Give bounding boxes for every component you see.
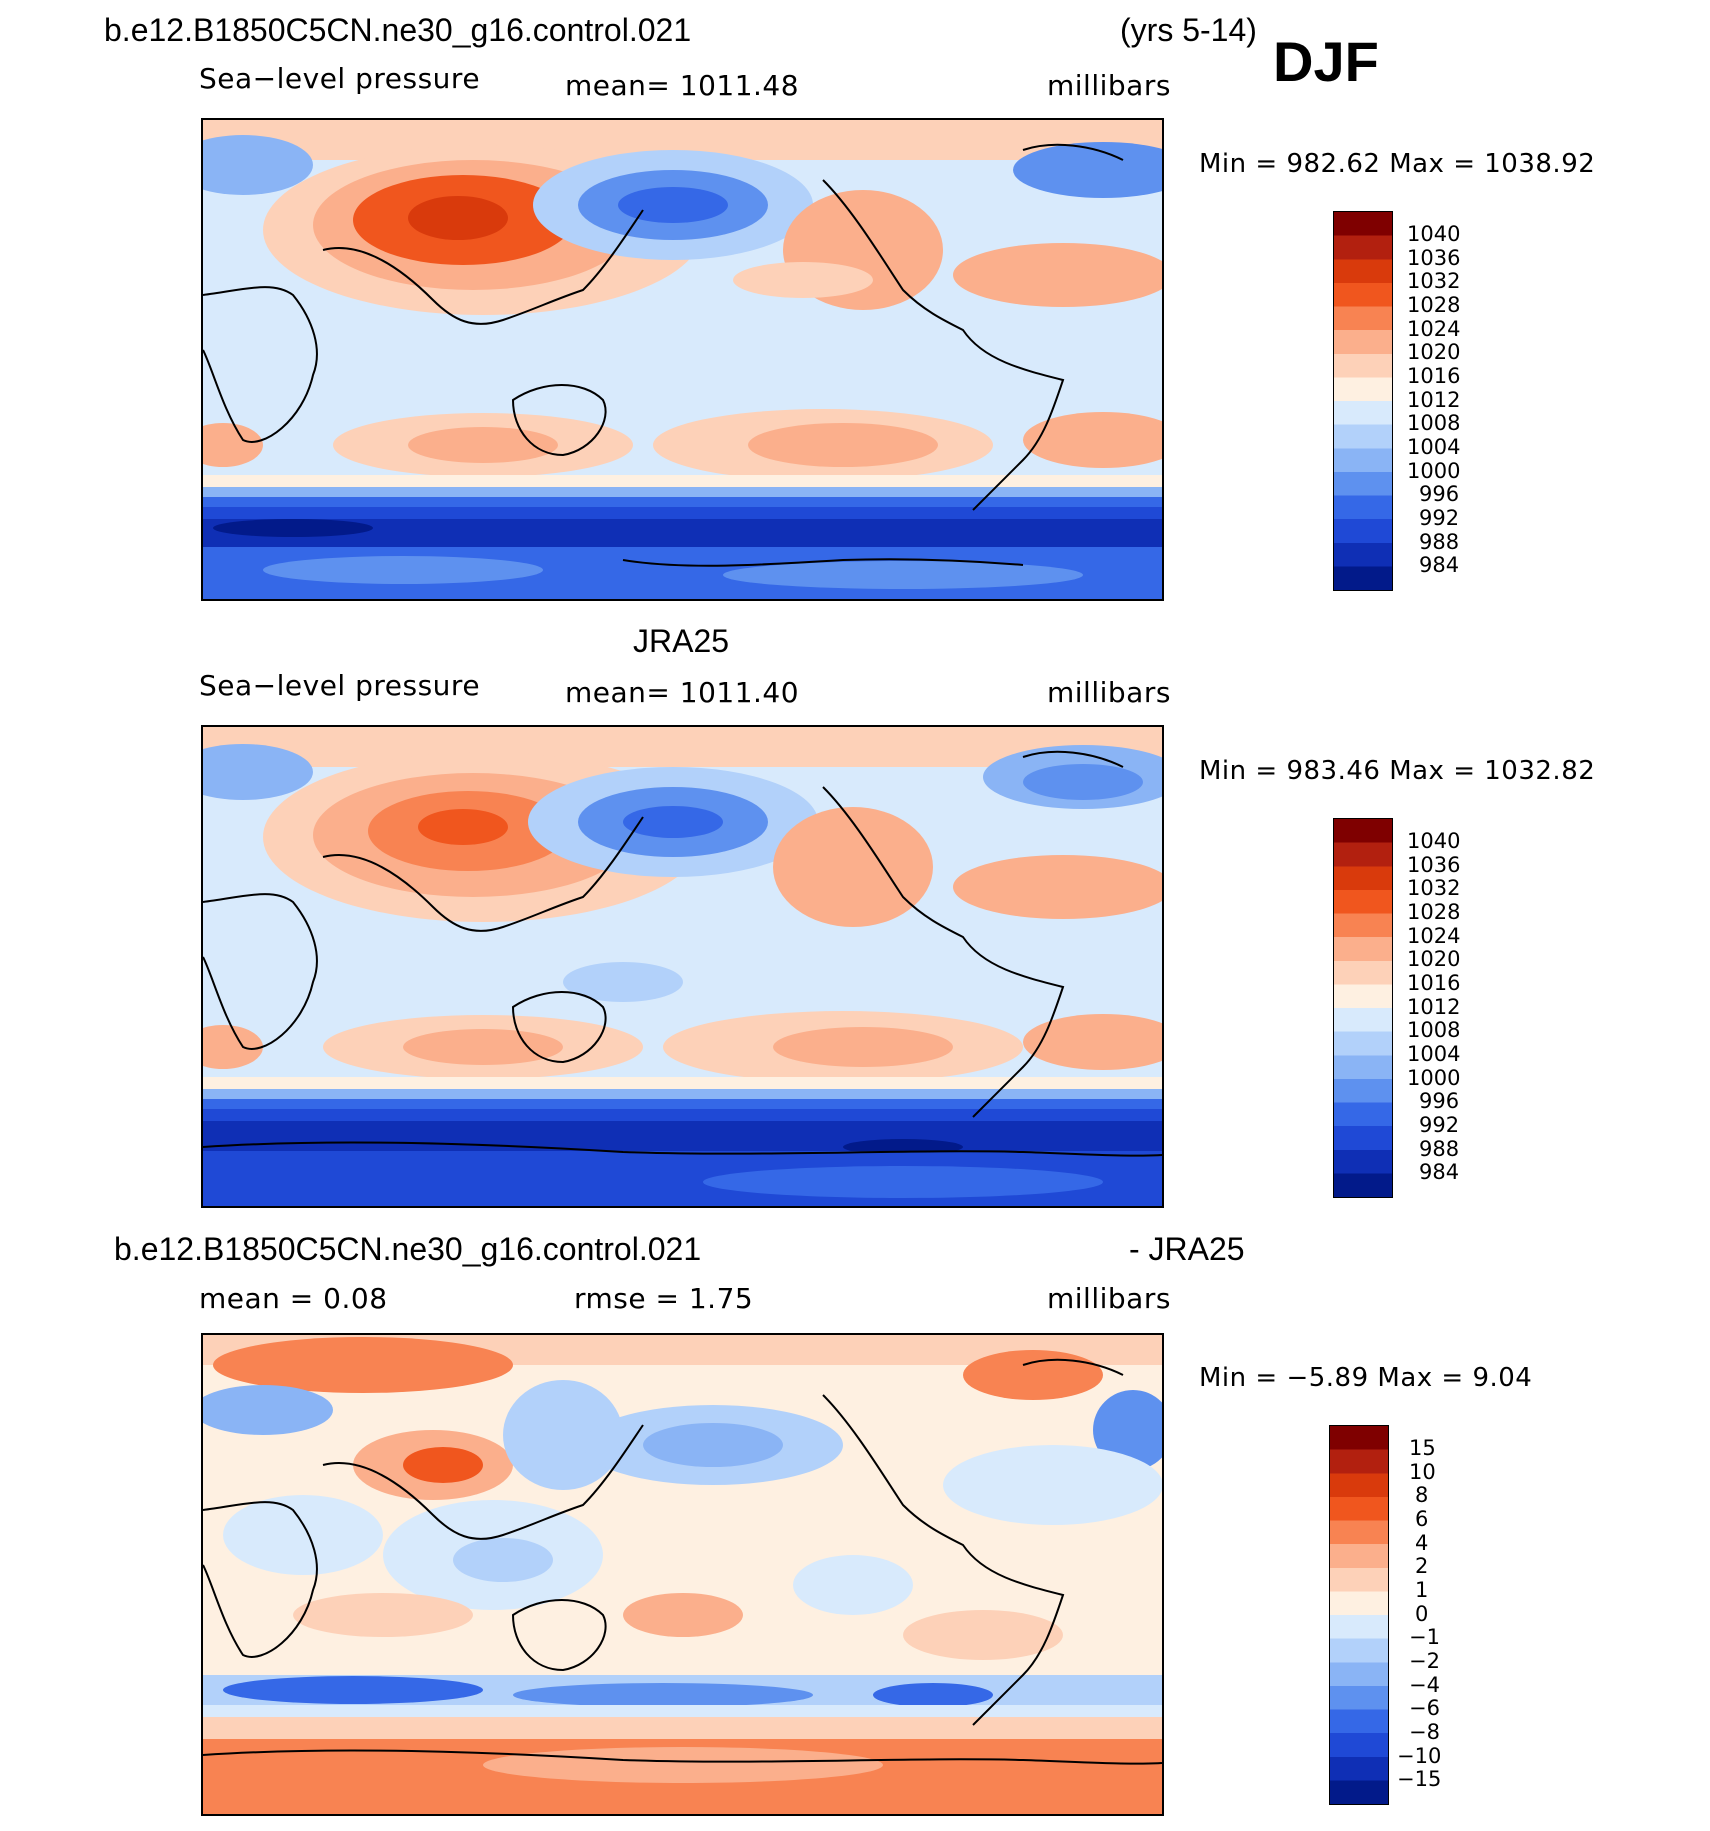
cb1-label: 1004 [1407,435,1461,459]
season-label: DJF [1273,30,1379,93]
panel1-units: millibars [1047,69,1171,102]
panel1-min-max: Min = 982.62 Max = 1038.92 [1199,149,1596,179]
panel2-min-max: Min = 983.46 Max = 1032.82 [1199,756,1596,786]
cb1-label: 984 [1419,553,1460,577]
panel1-mean: mean= 1011.48 [565,69,800,102]
panel3-units: millibars [1047,1282,1171,1315]
panel3-colorbar-fill [1329,1425,1389,1805]
cb1-label: 996 [1419,482,1460,506]
model-slp-map-svg [203,120,1162,599]
cb2-label: 1024 [1407,924,1461,948]
panel1-variable: Sea−level pressure [199,62,481,95]
model-slp-map [201,118,1164,601]
cb3-label: 0 [1415,1602,1429,1626]
cb3-label: 2 [1415,1554,1429,1578]
panel1-colorbar: 1040 1036 1032 1028 1024 1020 1016 1012 … [1333,211,1460,591]
difference-slp-map-svg [203,1335,1162,1814]
jra25-slp-map [201,725,1164,1208]
cb3-label: −4 [1409,1673,1440,1697]
cb2-label: 992 [1419,1113,1460,1137]
panel1-colorbar-fill [1333,211,1393,591]
cb2-label: 984 [1419,1160,1460,1184]
cb1-label: 1032 [1407,269,1461,293]
cb3-label: 8 [1415,1483,1429,1507]
cb1-label: 1028 [1407,293,1461,317]
difference-slp-map [201,1333,1164,1816]
cb1-label: 988 [1419,530,1460,554]
cb3-label: 6 [1415,1507,1429,1531]
cb2-label: 1008 [1407,1018,1461,1042]
cb3-label: 1 [1415,1578,1429,1602]
cb1-label: 1008 [1407,411,1461,435]
panel1-title-left: b.e12.B1850C5CN.ne30_g16.control.021 [104,12,692,48]
cb3-label: −1 [1409,1625,1440,1649]
panel1-title-right: (yrs 5-14) [1120,12,1257,48]
cb1-label: 992 [1419,506,1460,530]
cb3-label: −8 [1409,1720,1440,1744]
cb2-label: 1040 [1407,829,1461,853]
cb2-label: 1028 [1407,900,1461,924]
cb1-label: 1036 [1407,246,1461,270]
cb2-label: 1032 [1407,876,1461,900]
cb2-label: 988 [1419,1137,1460,1161]
panel3-min-max: Min = −5.89 Max = 9.04 [1199,1363,1533,1393]
cb2-label: 1016 [1407,971,1461,995]
cb1-label: 1040 [1407,222,1461,246]
cb3-label: −6 [1409,1696,1440,1720]
panel3-colorbar: 15 10 8 6 4 2 1 0 −1 −2 −4 −6 −8 −10 −15 [1329,1425,1441,1805]
cb3-label: 15 [1409,1436,1436,1460]
panel2-units: millibars [1047,676,1171,709]
cb1-label: 1024 [1407,317,1461,341]
panel3-title-right: - JRA25 [1129,1231,1245,1267]
panel2-variable: Sea−level pressure [199,669,481,702]
cb2-label: 1020 [1407,947,1461,971]
cb1-label: 1012 [1407,388,1461,412]
cb2-label: 1036 [1407,853,1461,877]
panel2-mean: mean= 1011.40 [565,676,800,709]
cb1-label: 1016 [1407,364,1461,388]
cb1-label: 1020 [1407,340,1461,364]
cb3-label: −15 [1397,1767,1442,1791]
panel2-colorbar: 1040 1036 1032 1028 1024 1020 1016 1012 … [1333,818,1460,1198]
panel2-title: JRA25 [633,623,730,659]
cb3-label: −10 [1397,1744,1442,1768]
cb2-label: 1000 [1407,1066,1461,1090]
jra25-slp-map-svg [203,727,1162,1206]
cb3-label: −2 [1409,1649,1440,1673]
panel3-title-left: b.e12.B1850C5CN.ne30_g16.control.021 [114,1231,702,1267]
cb3-label: 4 [1415,1531,1429,1555]
panel3-rmse: rmse = 1.75 [574,1282,754,1315]
cb2-label: 1004 [1407,1042,1461,1066]
cb2-label: 996 [1419,1089,1460,1113]
cb1-label: 1000 [1407,459,1461,483]
cb2-label: 1012 [1407,995,1461,1019]
panel3-mean: mean = 0.08 [199,1282,388,1315]
cb3-label: 10 [1409,1460,1436,1484]
panel2-colorbar-fill [1333,818,1393,1198]
